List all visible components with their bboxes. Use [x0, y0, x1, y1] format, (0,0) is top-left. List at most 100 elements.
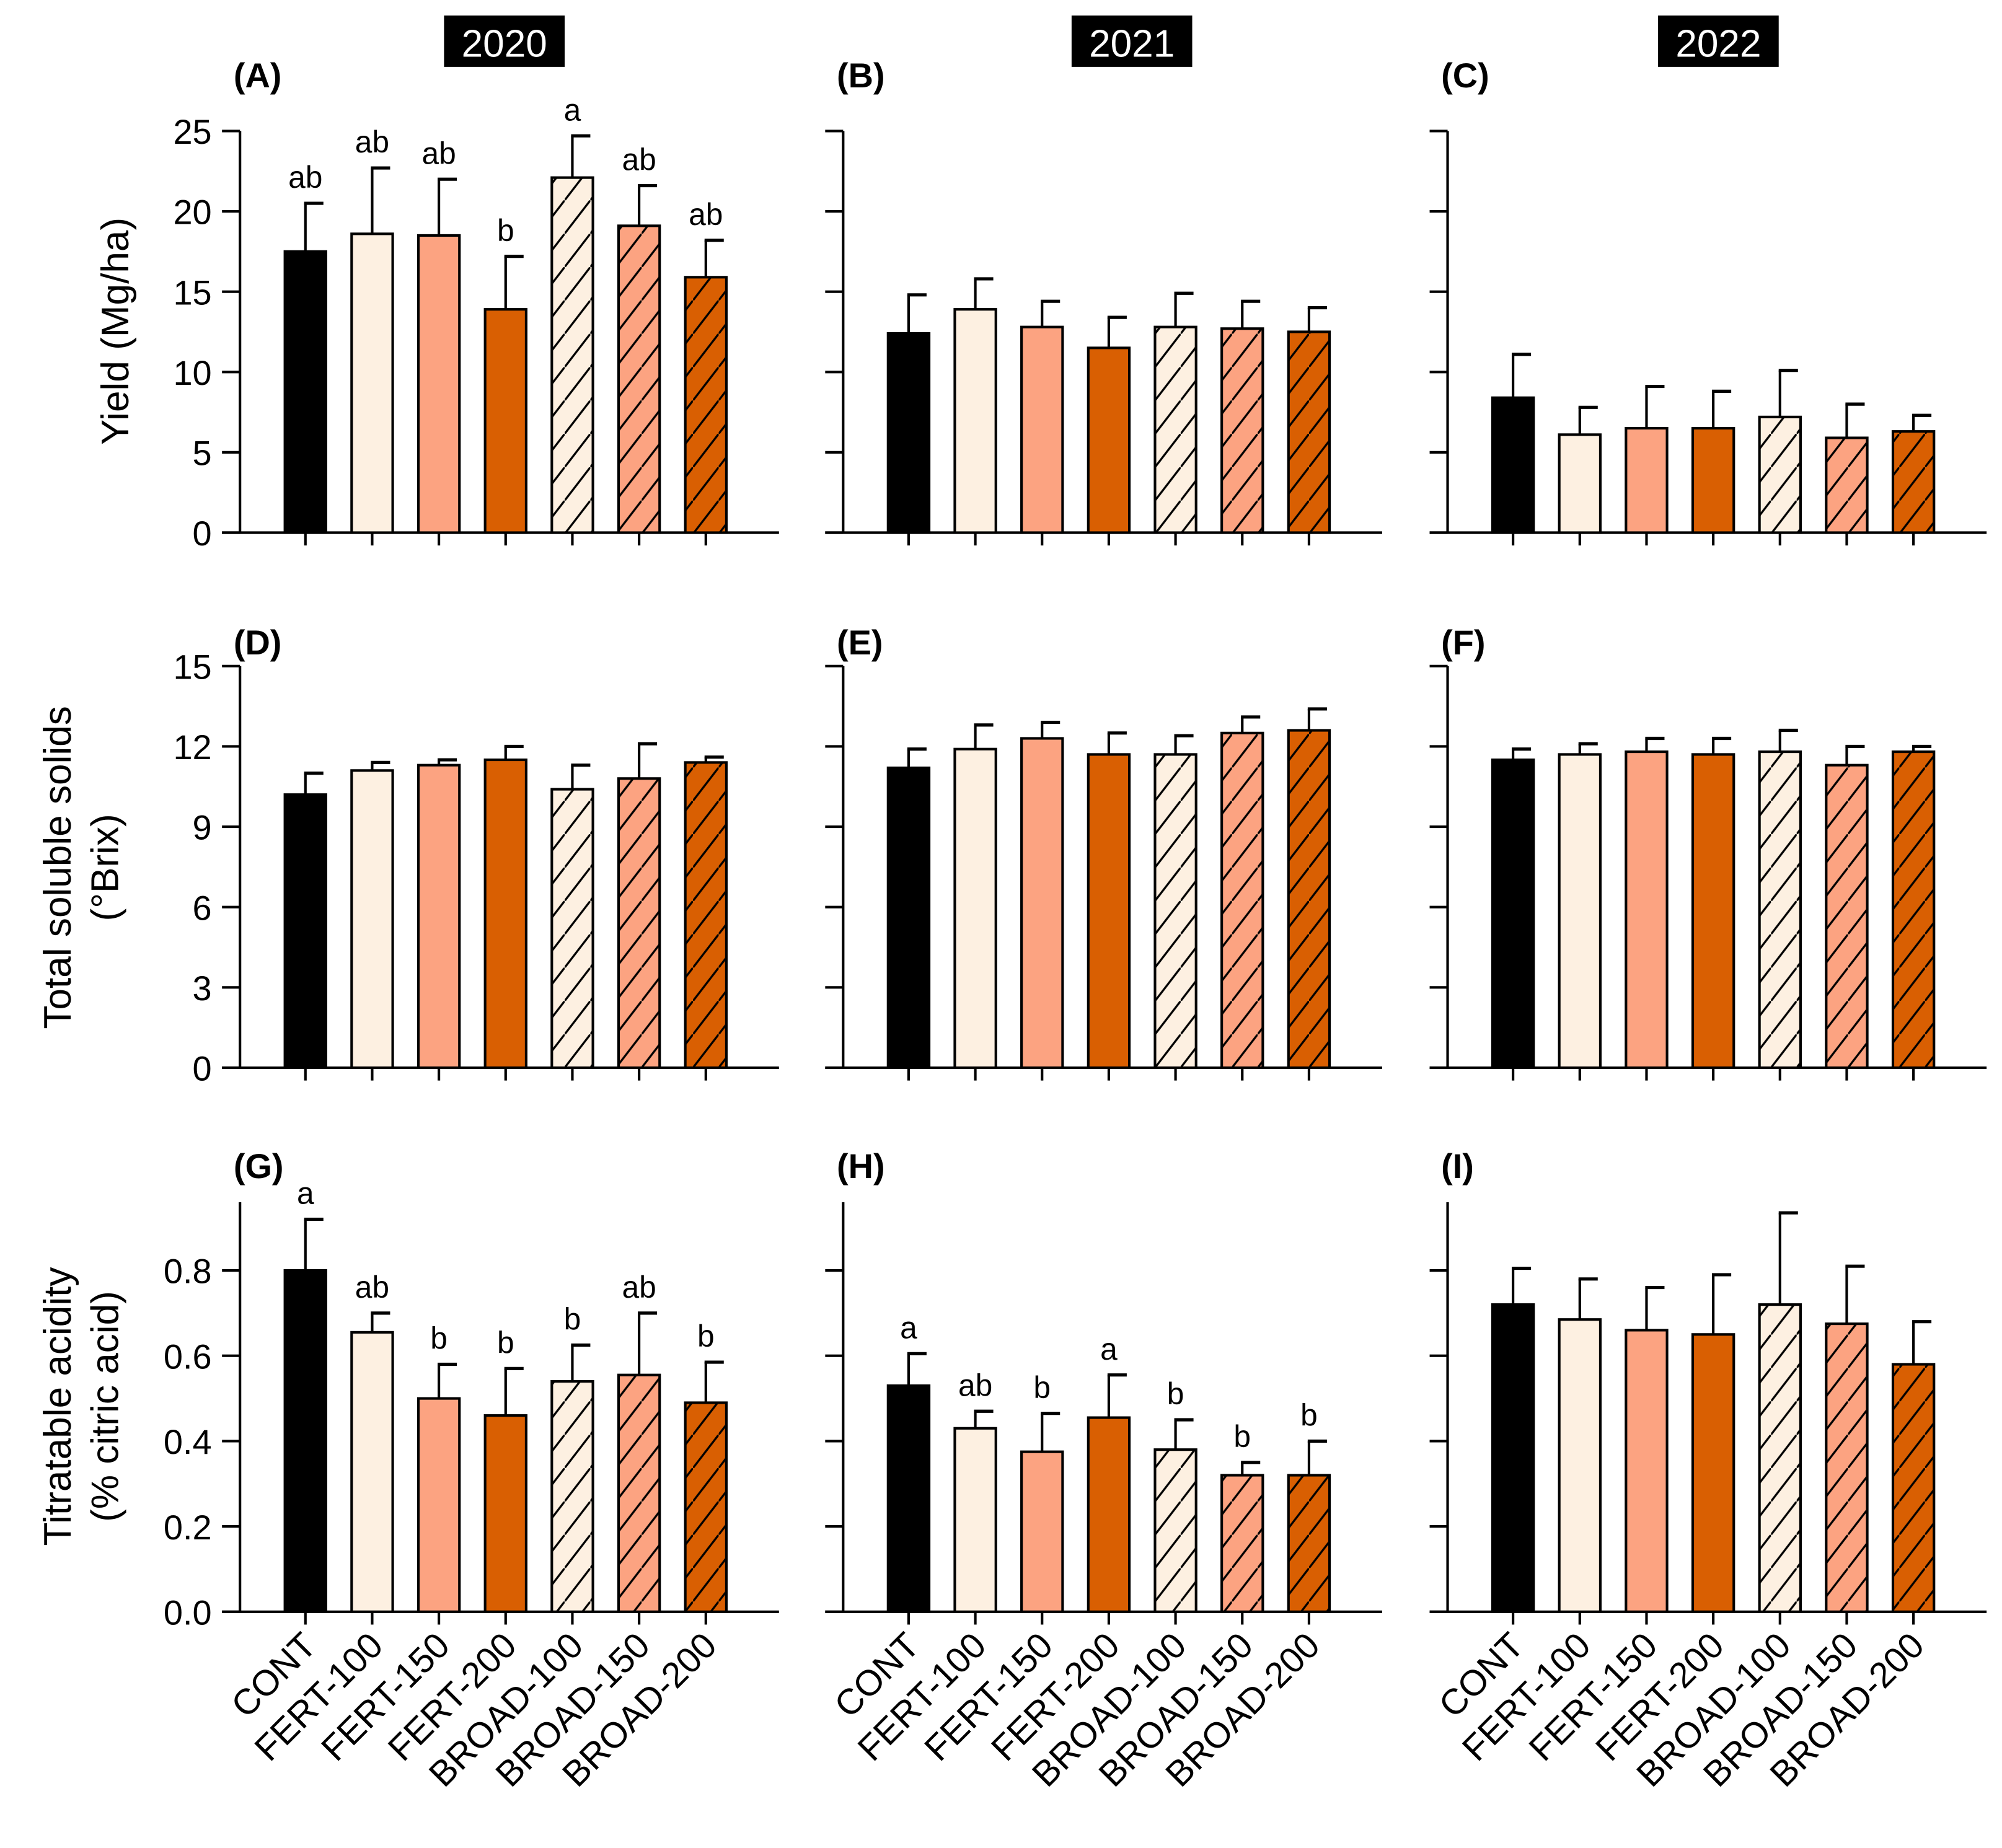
bar-cont	[283, 793, 327, 1069]
bar-broad-100	[550, 176, 594, 534]
bar-broad-150	[617, 777, 661, 1069]
y-tick-label: 20	[173, 193, 211, 232]
bar-fert-100	[1558, 433, 1602, 534]
significance-letter: b	[1233, 1419, 1251, 1454]
y-tick-label: 12	[173, 728, 211, 767]
y-axis-title: Total soluble solids	[37, 706, 79, 1029]
bar-fert-100	[953, 747, 997, 1069]
bar-broad-150	[1825, 436, 1869, 534]
bar-fert-100	[1558, 753, 1602, 1069]
bar-broad-200	[1891, 1363, 1936, 1613]
bar-fert-150	[417, 234, 461, 534]
bar-fert-150	[417, 1397, 461, 1613]
panel-label: (E)	[837, 623, 883, 662]
bar-fert-100	[350, 769, 394, 1069]
significance-letter: b	[1033, 1370, 1051, 1405]
bar-fert-200	[1087, 346, 1131, 534]
year-header-box	[444, 15, 565, 67]
bar-fert-150	[1020, 1450, 1064, 1613]
bar-broad-150	[1825, 1322, 1869, 1613]
bar-broad-200	[1287, 330, 1331, 534]
significance-letter: a	[564, 92, 581, 127]
y-tick-label: 5	[193, 434, 212, 473]
year-header-box	[1658, 15, 1779, 67]
y-tick-label: 0	[193, 514, 212, 553]
y-tick-label: 15	[173, 273, 211, 312]
significance-letter: b	[1167, 1376, 1184, 1411]
significance-letter: a	[1100, 1332, 1118, 1366]
bar-broad-100	[1153, 325, 1197, 534]
bar-broad-200	[684, 1401, 728, 1613]
significance-letter: ab	[689, 197, 723, 232]
bar-cont	[1491, 1303, 1535, 1613]
bar-fert-150	[1625, 750, 1669, 1069]
panel-label: (B)	[837, 56, 885, 95]
bar-broad-150	[617, 224, 661, 534]
bar-fert-200	[1691, 753, 1735, 1069]
y-tick-label: 3	[193, 969, 212, 1008]
bar-fert-150	[417, 763, 461, 1069]
significance-letter: ab	[355, 1270, 389, 1305]
bar-fert-100	[953, 308, 997, 534]
bar-fert-150	[1625, 426, 1669, 534]
bar-fert-150	[1020, 737, 1064, 1069]
bar-broad-200	[1891, 430, 1936, 534]
bar-fert-200	[483, 758, 527, 1069]
bar-fert-150	[1625, 1329, 1669, 1613]
bar-broad-100	[550, 1379, 594, 1613]
y-tick-label: 0.0	[164, 1593, 212, 1632]
significance-letter: b	[497, 1326, 514, 1360]
bar-fert-100	[350, 232, 394, 534]
y-tick-label: 0.2	[164, 1508, 212, 1547]
bar-broad-150	[1825, 763, 1869, 1069]
significance-letter: ab	[421, 136, 456, 170]
bar-cont	[283, 250, 327, 534]
bar-fert-200	[483, 1414, 527, 1613]
bar-broad-200	[684, 761, 728, 1069]
panel-label: (C)	[1441, 56, 1489, 95]
bar-fert-200	[1691, 426, 1735, 534]
y-axis-title: (°Brix)	[84, 814, 126, 921]
bar-broad-100	[1153, 753, 1197, 1069]
bar-broad-150	[617, 1373, 661, 1613]
bar-broad-100	[550, 788, 594, 1069]
bar-broad-100	[1153, 1448, 1197, 1613]
y-tick-label: 0.4	[164, 1422, 212, 1461]
panel-label: (D)	[234, 623, 282, 662]
bar-broad-100	[1758, 415, 1802, 534]
year-header-label: 2021	[1089, 22, 1175, 65]
bar-fert-200	[1087, 753, 1131, 1069]
panel-label: (A)	[234, 56, 282, 95]
y-tick-label: 0.6	[164, 1337, 212, 1376]
bar-cont	[283, 1269, 327, 1613]
y-tick-label: 25	[173, 112, 211, 151]
y-axis-title: Titratable acidity	[37, 1267, 79, 1546]
bar-broad-100	[1758, 1303, 1802, 1613]
panel-label: (H)	[837, 1146, 885, 1186]
bar-broad-200	[1287, 729, 1331, 1069]
bar-broad-200	[1891, 750, 1936, 1069]
y-tick-label: 10	[173, 353, 211, 392]
y-tick-label: 15	[173, 648, 211, 687]
bar-broad-150	[1220, 327, 1264, 534]
bar-broad-150	[1220, 731, 1264, 1069]
significance-letter: b	[697, 1319, 715, 1353]
panel-b: (B)	[825, 56, 1382, 546]
panel-h: (H)aCONTabFERT-100bFERT-150aFERT-200bBRO…	[825, 1146, 1382, 1795]
panel-e: (E)	[825, 623, 1382, 1081]
significance-letter: ab	[355, 125, 389, 159]
y-tick-label: 0	[193, 1049, 212, 1088]
bar-broad-100	[1758, 750, 1802, 1069]
significance-letter: a	[297, 1176, 314, 1211]
year-header-label: 2020	[462, 22, 547, 65]
panel-i: (I)CONTFERT-100FERT-150FERT-200BROAD-100…	[1429, 1146, 1987, 1795]
panel-label: (G)	[234, 1146, 284, 1186]
bar-fert-100	[1558, 1318, 1602, 1613]
bar-cont	[886, 332, 931, 534]
bar-fert-100	[350, 1331, 394, 1613]
panel-d: (D) 0 3 6 9 12 15	[173, 623, 779, 1088]
significance-letter: ab	[622, 1270, 656, 1305]
year-header-label: 2022	[1675, 22, 1761, 65]
